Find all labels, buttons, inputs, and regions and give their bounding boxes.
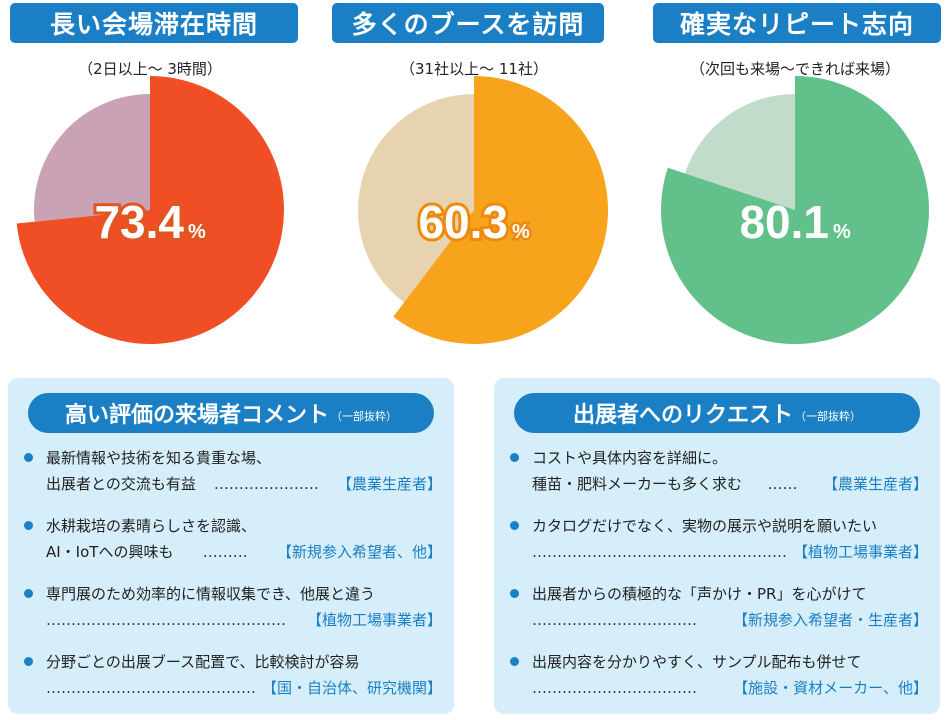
chart-subtitle-3: （次回も来場～できれば来場） — [689, 60, 900, 78]
visitor-comments-panel: 高い評価の来場者コメント （一部抜粋） 最新情報や技術を知る貴重な場、 出展者と… — [8, 378, 454, 714]
pie-3-value-label: 80.1 — [739, 196, 829, 248]
chart-title-2: 多くのブースを訪問 — [332, 3, 604, 43]
chart-title-3: 確実なリピート志向 — [653, 3, 941, 43]
bullet-icon — [510, 521, 519, 530]
respondent-tag: 【植物工場事業者】 — [306, 611, 442, 629]
bullet-icon — [24, 589, 33, 598]
exhibitor-requests-title-text: 出展者へのリクエスト — [572, 403, 793, 428]
item-text: AI・IoTへの興味も — [46, 543, 174, 561]
pie-3-unit-label: % — [833, 221, 851, 243]
exhibitor-requests-title: 出展者へのリクエスト （一部抜粋） — [514, 393, 920, 433]
respondent-tag: 【植物工場事業者】 — [792, 543, 928, 561]
respondent-tag: 【新規参入希望者・生産者】 — [732, 611, 928, 629]
pie-3-main-slice — [660, 76, 929, 344]
leader-dots: ……… — [202, 543, 248, 561]
chart-subtitle-1: （2日以上～ 3時間） — [78, 60, 222, 78]
item-text: 種苗・肥料メーカーも多く求む — [532, 475, 743, 493]
leader-dots: …………………………………… — [46, 679, 256, 697]
list-item: 最新情報や技術を知る貴重な場、 出展者との交流も有益 ………………… 【農業生産者】 — [24, 445, 442, 497]
pie-2-main-slice — [393, 76, 609, 344]
leader-dots: …………………………… — [532, 611, 697, 629]
pie-1-value-label: 73.4 — [94, 196, 184, 248]
item-text: コストや具体内容を詳細に。 — [532, 449, 728, 467]
bullet-icon — [24, 657, 33, 666]
item-text: 分野ごとの出展ブース配置で、比較検討が容易 — [46, 653, 360, 671]
pie-chart-2: 60.3 % — [358, 76, 609, 344]
respondent-tag: 【農業生産者】 — [822, 475, 928, 493]
pie-chart-1: 73.4 % — [16, 76, 285, 344]
pie-chart-3: 80.1 % — [660, 76, 929, 344]
respondent-tag: 【施設・資材メーカー、他】 — [733, 679, 928, 697]
item-text: カタログだけでなく、実物の展示や説明を願いたい — [532, 517, 878, 535]
bullet-icon — [510, 453, 519, 462]
leader-dots: ………………………………………… — [46, 611, 286, 629]
pie-2-rest-slice — [358, 94, 474, 303]
pie-2-unit-label: % — [512, 221, 530, 243]
respondent-tag: 【国・自治体、研究機関】 — [261, 679, 442, 697]
pie-1-rest-slice — [34, 94, 151, 222]
chart-title-1: 長い会場滞在時間 — [10, 3, 298, 43]
item-text: 出展内容を分かりやすく、サンプル配布も併せて — [532, 653, 862, 671]
pie-2-value-label: 60.3 — [418, 196, 508, 248]
list-item: 分野ごとの出展ブース配置で、比較検討が容易 …………………………………… 【国・自… — [24, 649, 442, 701]
list-item: カタログだけでなく、実物の展示や説明を願いたい …………………………………………… — [510, 513, 928, 565]
list-item: 出展内容を分かりやすく、サンプル配布も併せて …………………………… 【施設・資材… — [510, 649, 928, 701]
leader-dots: …………………………………………… — [532, 543, 787, 561]
item-text: 出展者からの積極的な「声かけ・PR」を心がけて — [532, 585, 867, 603]
pie-3-rest-slice — [684, 94, 795, 210]
bullet-icon — [510, 657, 519, 666]
exhibitor-requests-list: コストや具体内容を詳細に。 種苗・肥料メーカーも多く求む …… 【農業生産者】 カタ… — [510, 445, 928, 717]
chart-subtitle-2: （31社以上～ 11社） — [400, 60, 548, 78]
list-item: 専門展のため効率的に情報収集でき、他展と違う ………………………………………… 【… — [24, 581, 442, 633]
respondent-tag: 【新規参入希望者、他】 — [276, 543, 442, 561]
visitor-comments-note: （一部抜粋） — [331, 410, 397, 423]
list-item: 水耕栽培の素晴らしさを認識、 AI・IoTへの興味も ……… 【新規参入希望者、他】 — [24, 513, 442, 565]
visitor-comments-title: 高い評価の来場者コメント （一部抜粋） — [28, 393, 434, 433]
item-text: 出展者との交流も有益 — [46, 475, 196, 493]
pie-1-unit-label: % — [188, 221, 206, 243]
bullet-icon — [24, 453, 33, 462]
item-text: 水耕栽培の素晴らしさを認識、 — [46, 517, 257, 535]
leader-dots: …………………………… — [532, 679, 697, 697]
exhibitor-requests-note: （一部抜粋） — [795, 410, 861, 423]
bullet-icon — [24, 521, 33, 530]
item-text: 最新情報や技術を知る貴重な場、 — [46, 449, 272, 467]
exhibitor-requests-panel: 出展者へのリクエスト （一部抜粋） コストや具体内容を詳細に。 種苗・肥料メーカ… — [494, 378, 940, 714]
visitor-comments-list: 最新情報や技術を知る貴重な場、 出展者との交流も有益 ………………… 【農業生産者】… — [24, 445, 442, 717]
leader-dots: ………………… — [213, 475, 319, 493]
item-text: 専門展のため効率的に情報収集でき、他展と違う — [46, 585, 375, 603]
visitor-comments-title-text: 高い評価の来場者コメント — [64, 403, 329, 428]
leader-dots: …… — [767, 475, 798, 493]
list-item: 出展者からの積極的な「声かけ・PR」を心がけて …………………………… 【新規参入… — [510, 581, 928, 633]
list-item: コストや具体内容を詳細に。 種苗・肥料メーカーも多く求む …… 【農業生産者】 — [510, 445, 928, 497]
pie-1-main-slice — [16, 76, 285, 344]
respondent-tag: 【農業生産者】 — [336, 475, 442, 493]
bullet-icon — [510, 589, 519, 598]
